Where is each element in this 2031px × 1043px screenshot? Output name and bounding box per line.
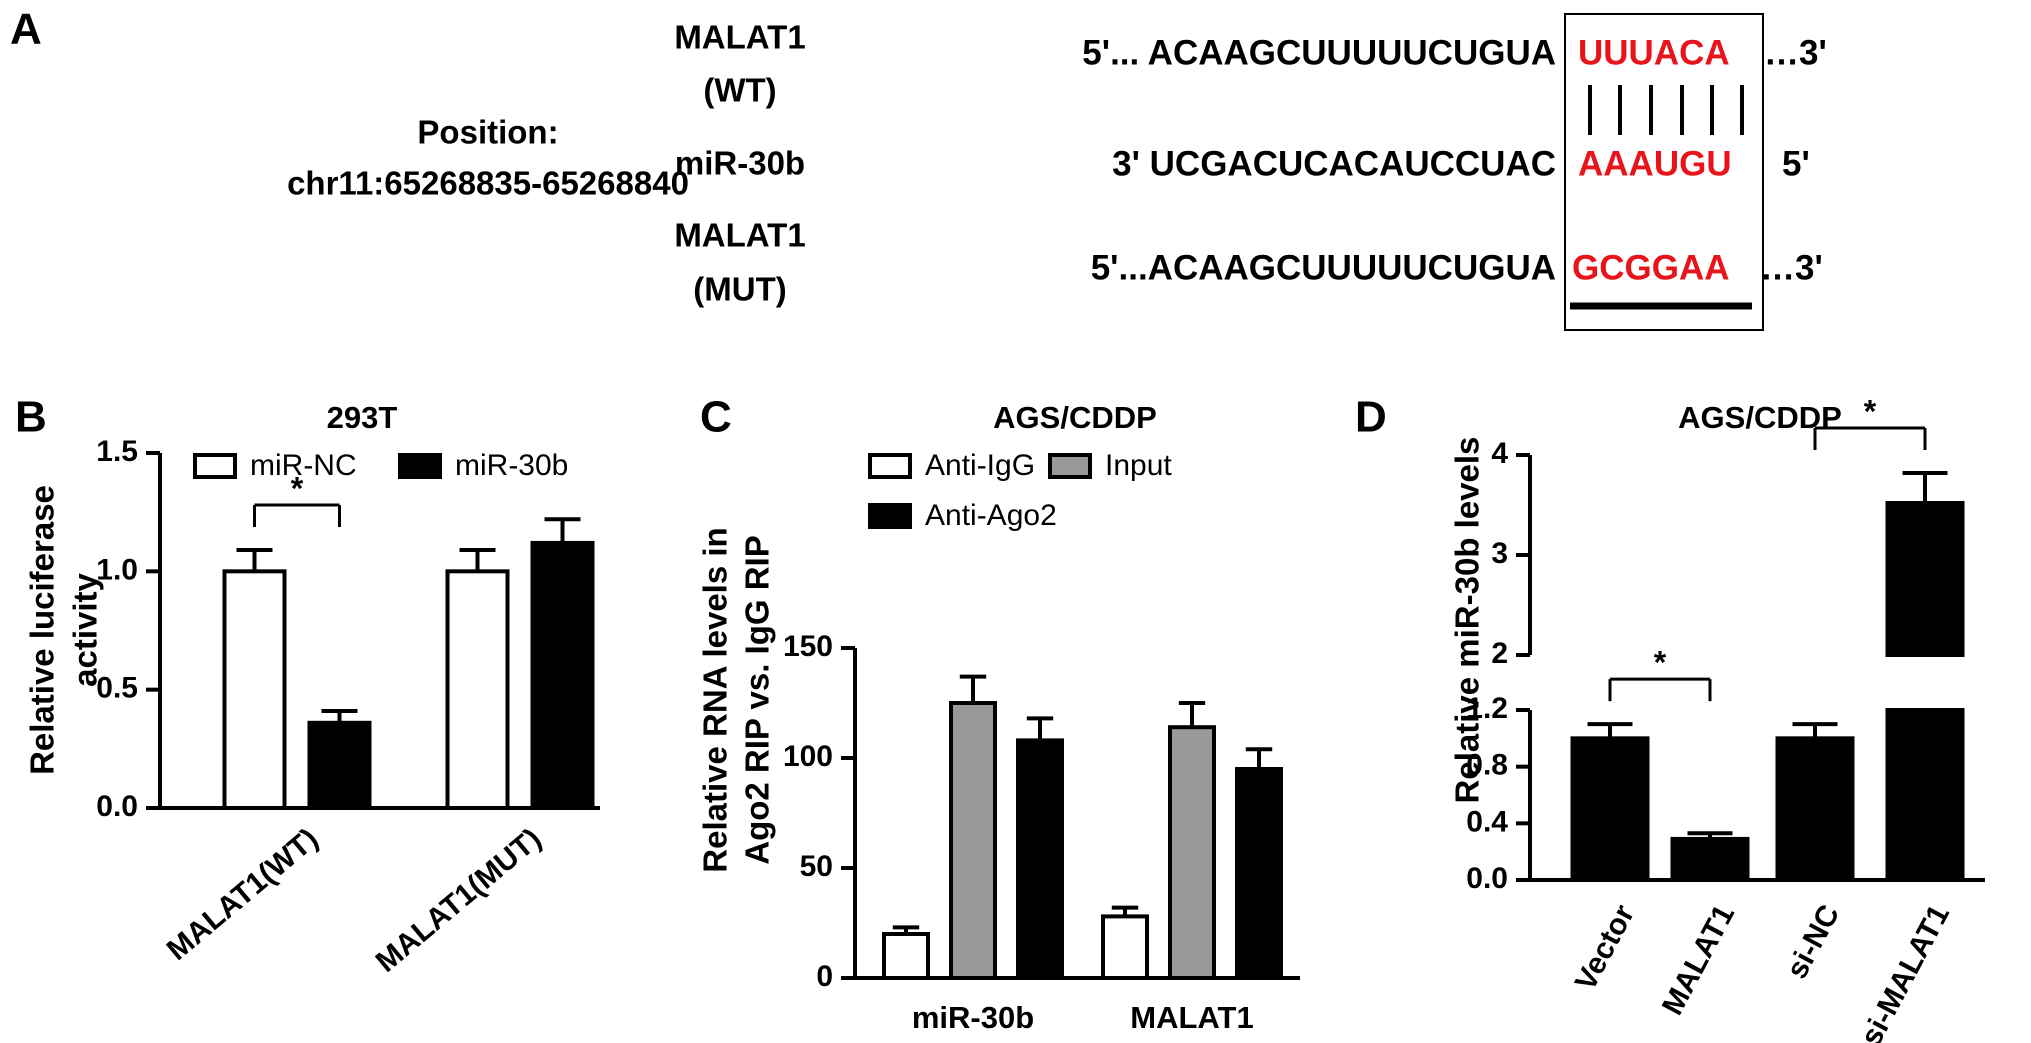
panel-a: A Position: chr11:65268835-65268840 MALA…	[10, 5, 1827, 331]
legend-swatch	[868, 453, 912, 479]
legend-label: miR-30b	[455, 449, 568, 482]
x-tick-label: MALAT1(WT)	[161, 822, 325, 967]
bar	[949, 701, 997, 980]
bar	[1016, 738, 1064, 981]
legend-swatch	[868, 503, 912, 529]
y-tick-label: 150	[783, 630, 833, 663]
bar	[530, 540, 595, 811]
bar-lower-part	[1885, 708, 1965, 882]
binding-site: GCGGAA	[1572, 248, 1730, 287]
bar	[1570, 736, 1650, 882]
sequence: 5'...ACAAGCUUUUUCUGUA	[1091, 248, 1556, 287]
bar	[1775, 736, 1855, 882]
position-title: Position:	[417, 114, 558, 151]
significance-label: *	[291, 470, 304, 506]
x-tick-label: si-NC	[1780, 900, 1846, 985]
legend-swatch	[398, 453, 442, 479]
y-axis-label: Relative miR-30b levels	[1449, 437, 1486, 804]
bar	[1670, 836, 1750, 883]
bar	[222, 569, 287, 810]
sequence-end: …3'	[1764, 33, 1827, 72]
row-name: (WT)	[703, 72, 776, 109]
y-tick-label: 50	[800, 850, 833, 883]
row-name: (MUT)	[693, 271, 786, 308]
y-axis-label: Relative luciferase	[24, 485, 61, 775]
sequence: 5'... ACAAGCUUUUUCUGUA	[1082, 33, 1556, 72]
chart-title: 293T	[327, 400, 398, 435]
position-value: chr11:65268835-65268840	[287, 165, 689, 202]
y-tick-label: 1.5	[96, 435, 138, 468]
row-name: MALAT1	[674, 19, 805, 56]
bar	[882, 932, 930, 980]
panel-label: D	[1355, 393, 1387, 442]
sequence-end: …3'	[1760, 248, 1823, 287]
legend-label: miR-NC	[250, 449, 357, 482]
pairing-lines	[1588, 85, 1744, 135]
bar	[1885, 501, 1965, 657]
legend-label: Anti-IgG	[925, 449, 1035, 482]
x-tick-label: MALAT1(MUT)	[370, 822, 548, 979]
row-name: MALAT1	[674, 217, 805, 254]
y-tick-label: 2	[1491, 637, 1508, 670]
y-axis-label: Relative RNA levels in	[697, 527, 734, 872]
panel-label: A	[10, 5, 42, 54]
y-tick-label: 0.0	[96, 790, 138, 823]
chart-title: AGS/CDDP	[993, 400, 1157, 435]
bar	[445, 569, 510, 810]
y-tick-label: 0.8	[1466, 749, 1508, 782]
x-tick-label: MALAT1	[1656, 900, 1741, 1021]
y-tick-label: 0.4	[1466, 805, 1508, 838]
x-tick-label: si-MALAT1	[1855, 900, 1957, 1043]
y-tick-label: 1.2	[1466, 692, 1508, 725]
bar	[1101, 914, 1149, 981]
binding-site: AAAUGU	[1578, 144, 1732, 183]
y-tick-label: 3	[1491, 537, 1508, 570]
significance-label: *	[1864, 393, 1877, 429]
legend-label: Input	[1105, 449, 1172, 482]
legend-swatch	[193, 453, 237, 479]
significance-label: *	[1654, 645, 1667, 681]
sequence-end: 5'	[1782, 144, 1810, 183]
bar	[1168, 725, 1216, 981]
bar	[1235, 767, 1283, 980]
binding-site: UUUACA	[1578, 33, 1730, 72]
y-tick-label: 0	[816, 960, 833, 993]
y-tick-label: 0.5	[96, 672, 138, 705]
y-axis-label: Ago2 RIP vs. IgG RIP	[739, 535, 776, 864]
x-tick-label: MALAT1	[1130, 1000, 1253, 1035]
bar	[307, 720, 372, 810]
y-axis-label: activity	[67, 572, 104, 686]
y-tick-label: 0.0	[1466, 862, 1508, 895]
chart-title: AGS/CDDP	[1678, 400, 1842, 435]
panel-label: C	[700, 393, 732, 442]
sequence: 3' UCGACUCACAUCCUAC	[1112, 144, 1556, 183]
legend-swatch	[1048, 453, 1092, 479]
panel-label: B	[15, 393, 47, 442]
x-tick-label: Vector	[1569, 899, 1641, 996]
site-box	[1564, 13, 1764, 331]
y-tick-label: 1.0	[96, 553, 138, 586]
legend-label: Anti-Ago2	[925, 499, 1057, 532]
y-tick-label: 4	[1491, 437, 1508, 470]
y-tick-label: 100	[783, 740, 833, 773]
row-name: miR-30b	[675, 145, 805, 182]
x-tick-label: miR-30b	[912, 1000, 1034, 1035]
